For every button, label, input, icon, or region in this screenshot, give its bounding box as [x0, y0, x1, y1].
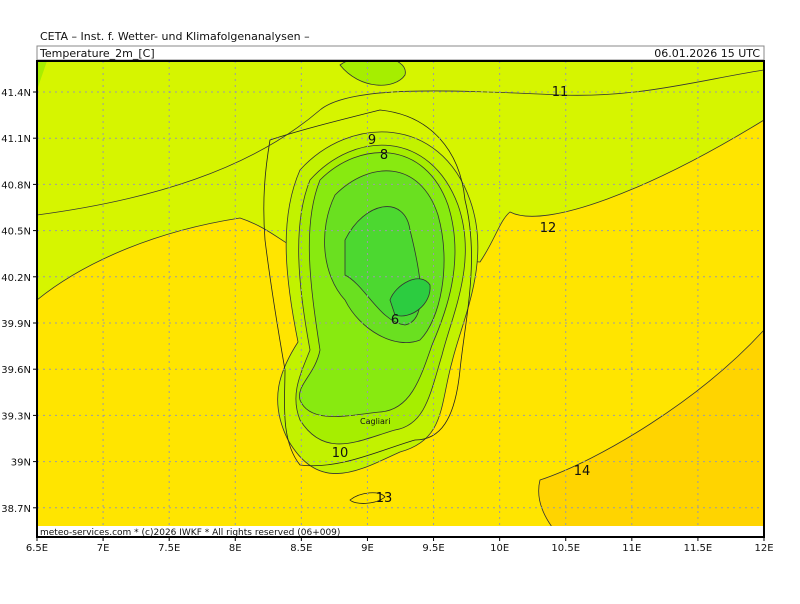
lat-label: 38.7N: [1, 504, 31, 515]
institute: CETA – Inst. f. Wetter- und Klimafolgena…: [40, 30, 310, 43]
contour-label: 11: [552, 85, 569, 100]
lat-label: 39N: [11, 458, 31, 469]
coastline: [263, 109, 472, 467]
lat-label: 40.2N: [1, 273, 31, 284]
lon-label: 8.5E: [290, 543, 312, 554]
contour-label: 10: [332, 446, 349, 461]
lon-label: 7.5E: [158, 543, 180, 554]
contour-13: [349, 492, 386, 504]
lat-label: 39.6N: [1, 365, 31, 376]
lon-label: 11.5E: [684, 543, 713, 554]
frame: [36, 60, 765, 538]
lon-label: 6.5E: [26, 543, 48, 554]
lon-label: 11E: [622, 543, 641, 554]
lat-label: 40.8N: [1, 180, 31, 191]
zone-14: [538, 329, 764, 537]
contour-label: 6: [391, 313, 399, 328]
lon-label: 9.5E: [422, 543, 444, 554]
zone-10: [37, 61, 47, 90]
contour-labels: 11 12 98 6 10 13 14: [332, 85, 591, 506]
lat-label: 41.4N: [1, 88, 31, 99]
contour-label: 9: [368, 133, 376, 148]
contour-5: [389, 278, 431, 317]
city-label: Cagliari: [360, 417, 390, 426]
footer-bar: [37, 526, 764, 537]
lon-label: 9E: [361, 543, 374, 554]
lon-label: 10.5E: [551, 543, 580, 554]
lat-label: 40.5N: [1, 227, 31, 238]
lon-label: 7E: [97, 543, 110, 554]
lon-label: 12E: [754, 543, 773, 554]
axes: 6.5E 7E 7.5E 8E 8.5E 9E 9.5E 10E 10.5E 11E 11.5E 12…: [1, 88, 773, 554]
contour-line-11: [37, 69, 764, 216]
field: 11 12 98 6 10 13 14 Cagliari meteo-services.co…: [37, 61, 764, 538]
contour-label: 12: [540, 221, 557, 236]
lat-label: 41.1N: [1, 134, 31, 145]
lon-label: 10E: [490, 543, 509, 554]
valid-time: 06.01.2026 15 UTC: [654, 47, 760, 60]
grid: [37, 61, 764, 537]
field-name: Temperature_2m_[C]: [39, 47, 155, 60]
corsica-contour: [339, 61, 406, 86]
lon-label: 8E: [229, 543, 242, 554]
contour-label: 8: [380, 148, 388, 163]
lat-label: 39.9N: [1, 319, 31, 330]
lat-label: 39.3N: [1, 411, 31, 422]
contour-label: 14: [574, 464, 591, 479]
contour-label: 13: [376, 491, 393, 506]
footer: meteo-services.com * (c)2026 IWKF * All …: [40, 528, 340, 538]
